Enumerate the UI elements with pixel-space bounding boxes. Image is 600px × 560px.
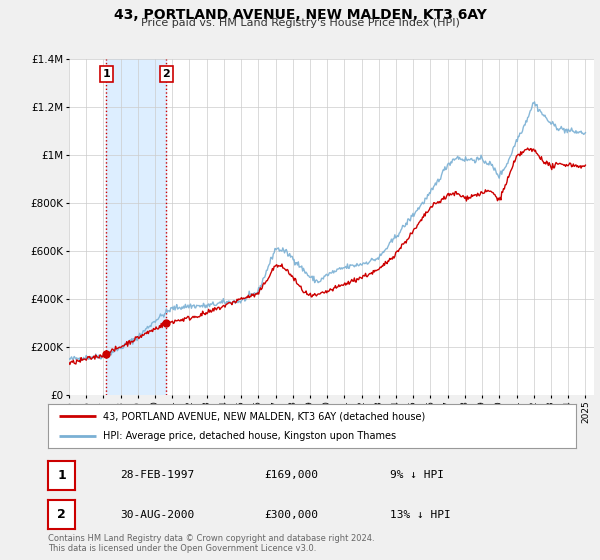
Text: 2: 2: [57, 508, 66, 521]
Text: Price paid vs. HM Land Registry's House Price Index (HPI): Price paid vs. HM Land Registry's House …: [140, 18, 460, 29]
Text: 43, PORTLAND AVENUE, NEW MALDEN, KT3 6AY: 43, PORTLAND AVENUE, NEW MALDEN, KT3 6AY: [113, 8, 487, 22]
Bar: [106, 59, 166, 395]
Text: HPI: Average price, detached house, Kingston upon Thames: HPI: Average price, detached house, King…: [103, 431, 397, 441]
Text: 2: 2: [163, 69, 170, 79]
Text: 1: 1: [57, 469, 66, 482]
Text: £300,000: £300,000: [264, 510, 318, 520]
Text: 43, PORTLAND AVENUE, NEW MALDEN, KT3 6AY (detached house): 43, PORTLAND AVENUE, NEW MALDEN, KT3 6AY…: [103, 411, 425, 421]
Text: 28-FEB-1997: 28-FEB-1997: [120, 470, 194, 480]
Text: £169,000: £169,000: [264, 470, 318, 480]
Text: 1: 1: [103, 69, 110, 79]
Text: Contains HM Land Registry data © Crown copyright and database right 2024.
This d: Contains HM Land Registry data © Crown c…: [48, 534, 374, 553]
Text: 13% ↓ HPI: 13% ↓ HPI: [390, 510, 451, 520]
Text: 30-AUG-2000: 30-AUG-2000: [120, 510, 194, 520]
Text: 9% ↓ HPI: 9% ↓ HPI: [390, 470, 444, 480]
